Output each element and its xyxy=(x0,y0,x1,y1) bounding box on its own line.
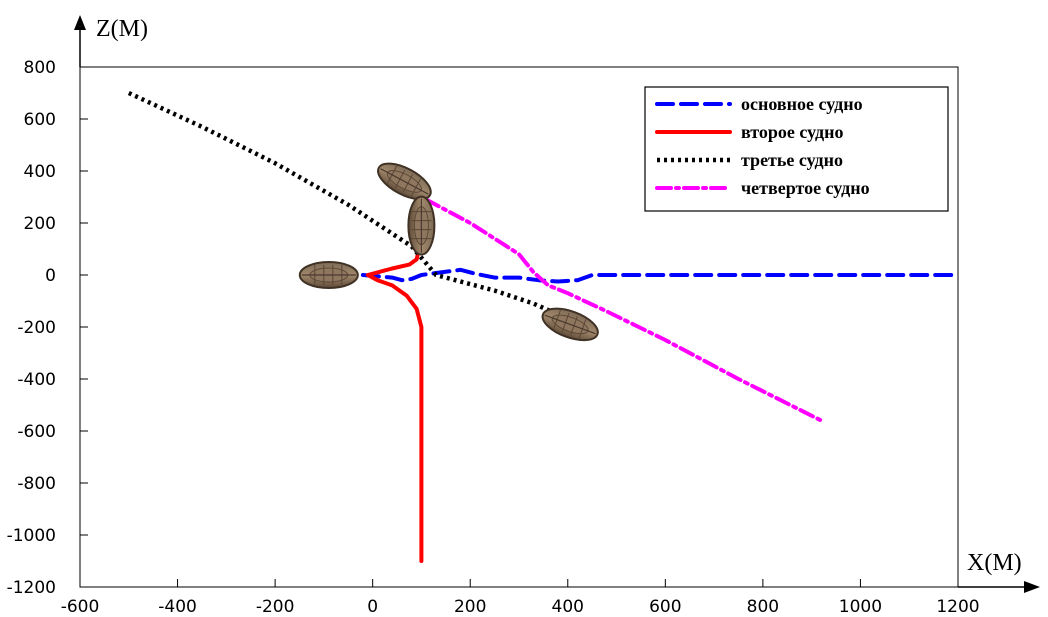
y-axis-arrow-head xyxy=(74,15,86,30)
vessel-icon-2 xyxy=(377,162,432,201)
x-axis-arrow-head xyxy=(1024,581,1040,593)
legend-label-4: четвертое судно xyxy=(741,178,870,198)
y-tick-label: 800 xyxy=(24,58,56,78)
vessel-icons xyxy=(298,162,599,342)
x-tick-label: 1000 xyxy=(839,597,882,617)
y-tick-label: 600 xyxy=(24,110,56,130)
tick-labels: -600 -400 -200 0 200 400 600 800 1000 1200 800 600 4… xyxy=(7,58,980,617)
y-tick-label: -200 xyxy=(17,318,56,338)
x-tick-label: -400 xyxy=(158,597,197,617)
y-tick-label: -400 xyxy=(17,370,56,390)
y-axis-label: Z(M) xyxy=(96,16,148,42)
series-line-4 xyxy=(424,197,824,423)
legend: основное судно второе судно третье судно че… xyxy=(644,86,949,212)
x-tick-label: -200 xyxy=(256,597,295,617)
x-tick-label: 0 xyxy=(367,597,378,617)
legend-box xyxy=(644,86,949,212)
legend-label-3: третье судно xyxy=(741,150,843,170)
y-tick-label: -800 xyxy=(17,474,56,494)
vessel-keel-line xyxy=(544,314,596,335)
vessel-icon-4 xyxy=(541,307,599,342)
x-tick-label: 800 xyxy=(747,597,779,617)
y-tick-label: 400 xyxy=(24,162,56,182)
x-tick-label: 1200 xyxy=(936,597,979,617)
y-tick-label: -1200 xyxy=(7,578,56,598)
series-line-2 xyxy=(365,247,424,563)
legend-label-2: второе судно xyxy=(741,122,843,142)
x-axis-label: X(M) xyxy=(967,550,1022,576)
x-tick-label: 400 xyxy=(552,597,584,617)
y-tick-label: -600 xyxy=(17,422,56,442)
vessel-icon-3 xyxy=(407,195,436,256)
y-tick-label: -1000 xyxy=(7,526,56,546)
x-tick-label: 200 xyxy=(454,597,486,617)
vessel-keel-line xyxy=(380,168,429,195)
x-tick-label: -600 xyxy=(61,597,100,617)
series-line-1 xyxy=(360,267,958,284)
x-tick-label: 600 xyxy=(649,597,681,617)
y-tick-label: 200 xyxy=(24,214,56,234)
legend-label-1: основное судно xyxy=(741,94,863,114)
y-tick-label: 0 xyxy=(45,266,56,286)
vessel-icon-1 xyxy=(298,261,359,289)
